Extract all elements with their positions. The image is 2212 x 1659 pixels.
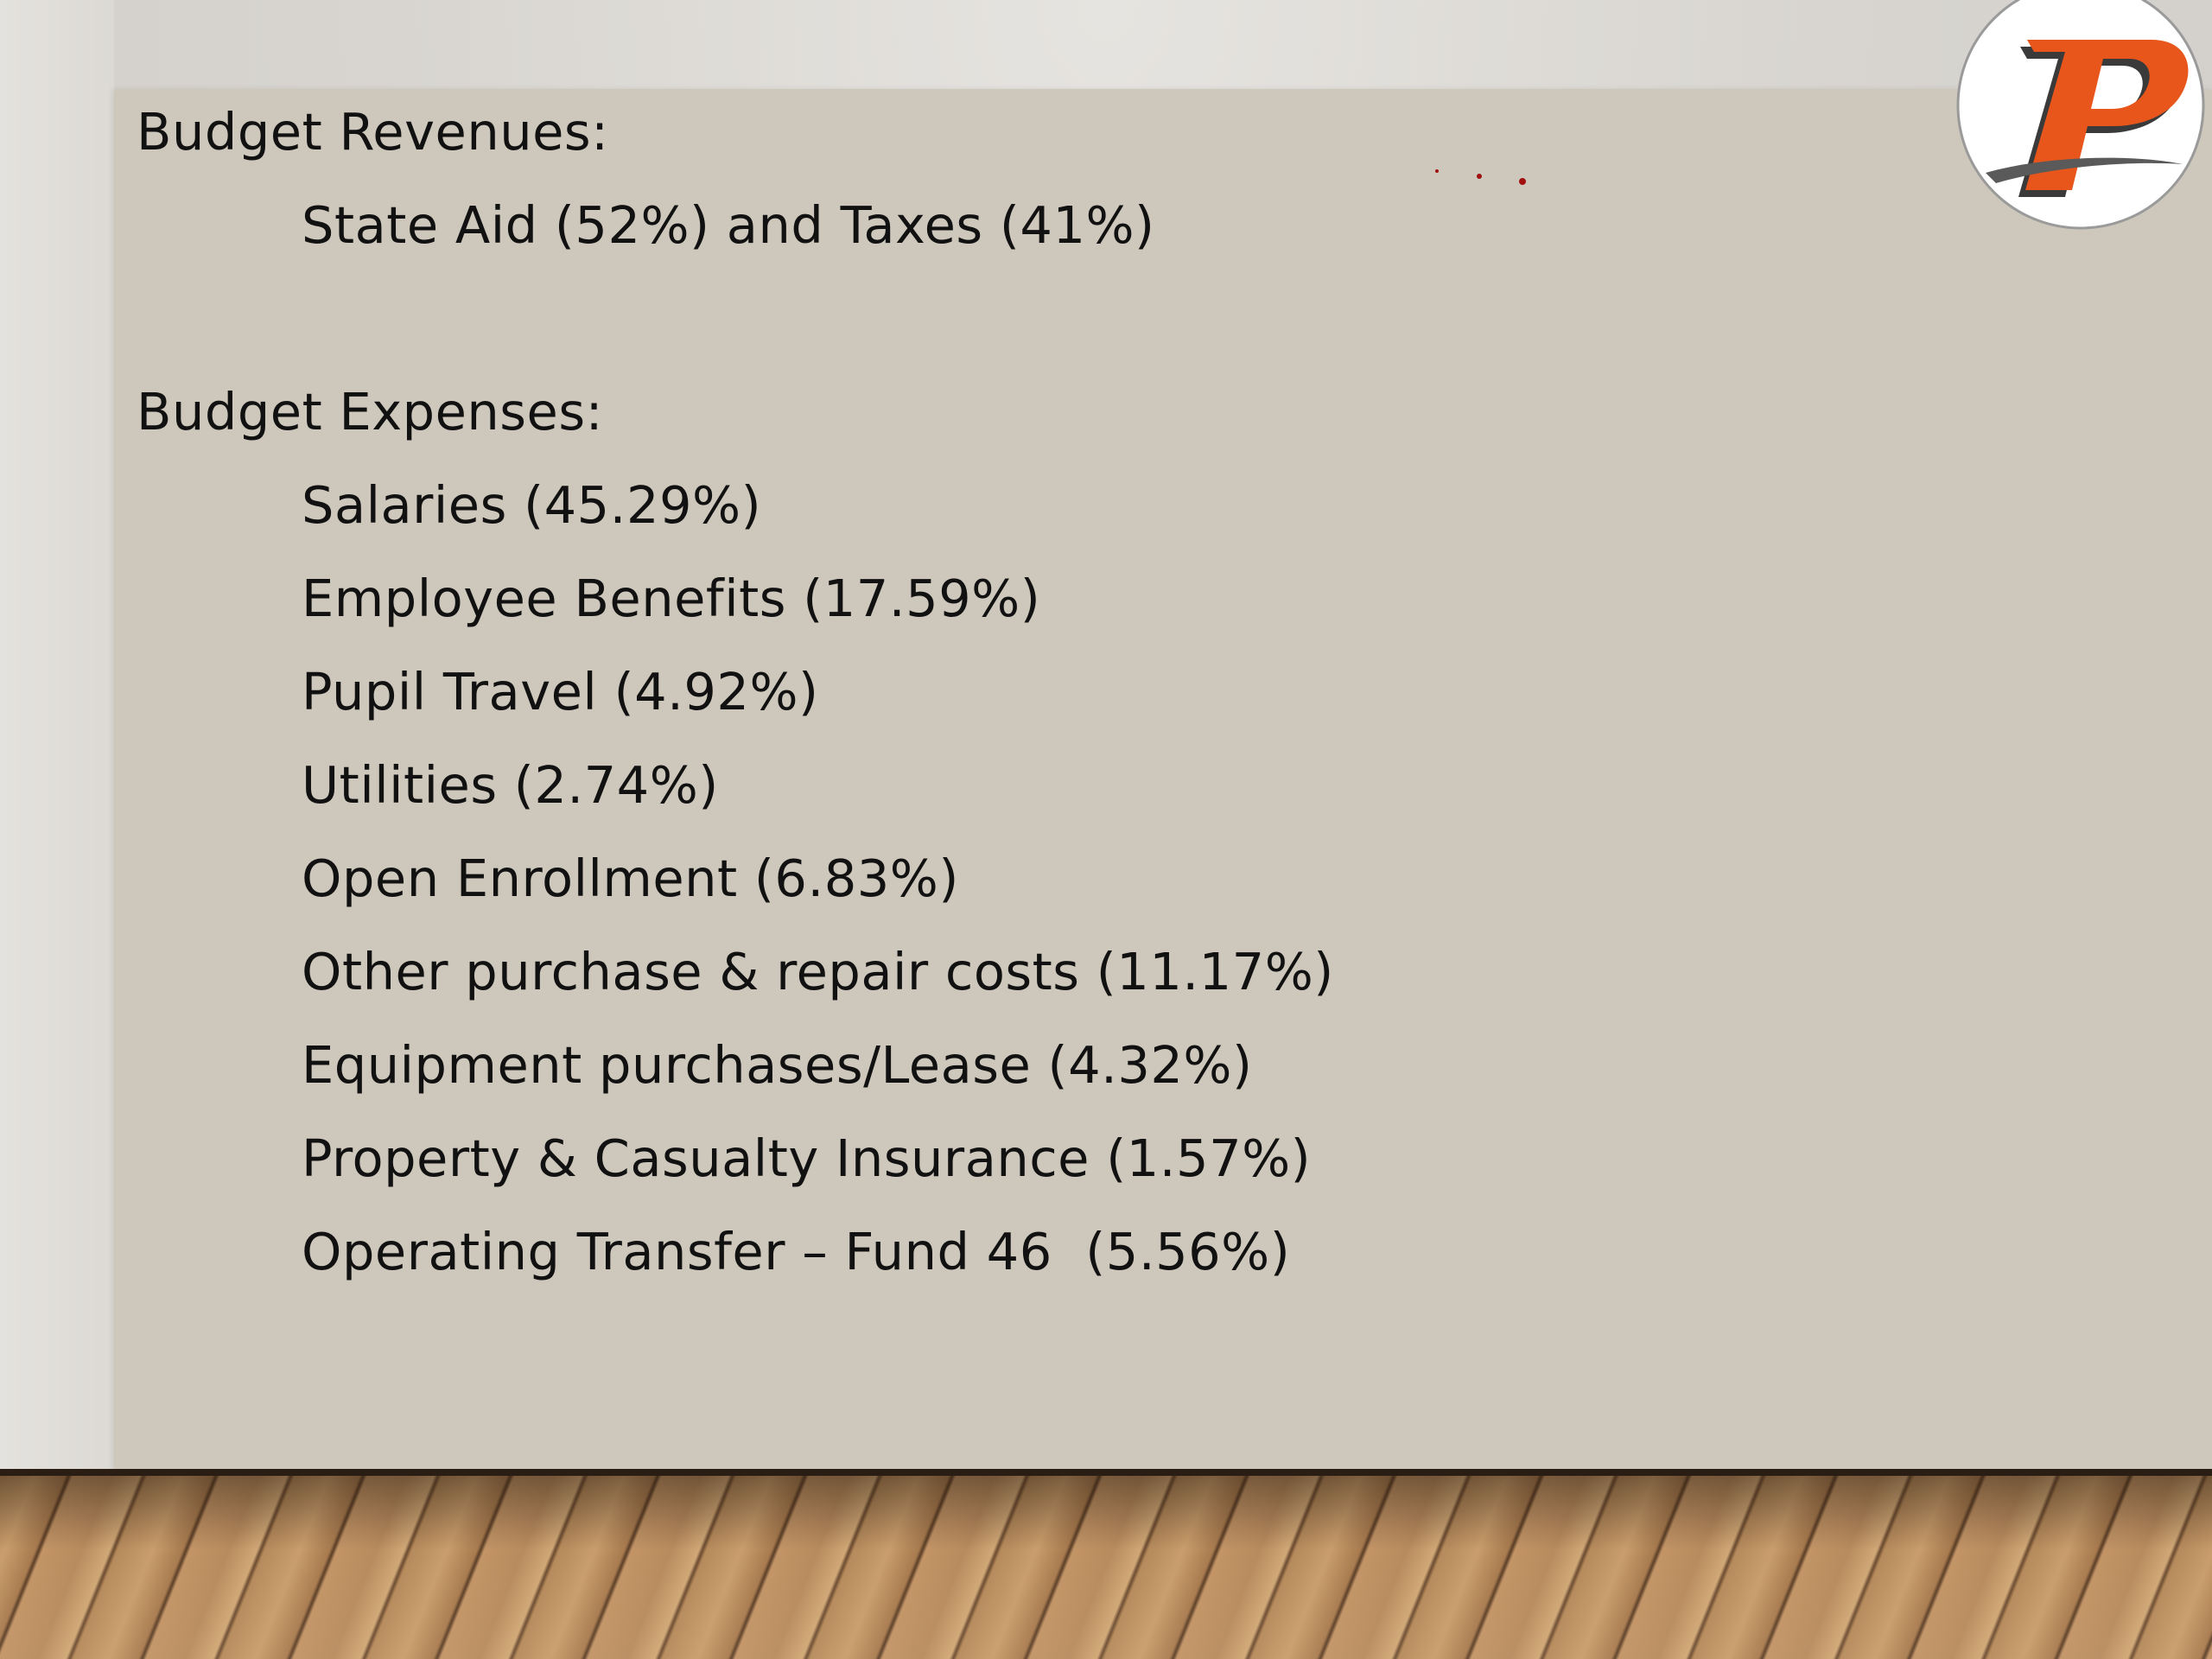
expense-item: Pupil Travel (4.92%) xyxy=(302,662,819,721)
expense-item: Equipment purchases/Lease (4.32%) xyxy=(302,1035,1253,1095)
expense-item: Utilities (2.74%) xyxy=(302,755,719,815)
expenses-heading: Budget Expenses: xyxy=(137,382,603,442)
expense-item: Operating Transfer – Fund 46 (5.56%) xyxy=(302,1222,1291,1281)
expense-item: Other purchase & repair costs (11.17%) xyxy=(302,942,1334,1001)
wood-floor xyxy=(0,1476,2212,1659)
revenues-line: State Aid (52%) and Taxes (41%) xyxy=(302,195,1155,255)
expense-item: Employee Benefits (17.59%) xyxy=(302,569,1041,628)
expense-item: Salaries (45.29%) xyxy=(302,475,762,535)
revenues-heading: Budget Revenues: xyxy=(137,102,609,162)
floor-edge xyxy=(0,1469,2212,1476)
content-panel xyxy=(114,89,2212,1471)
expense-item: Property & Casualty Insurance (1.57%) xyxy=(302,1128,1312,1188)
expense-item: Open Enrollment (6.83%) xyxy=(302,849,959,908)
letter-p-logo-icon xyxy=(1956,0,2205,230)
annotation-dots xyxy=(1435,169,1526,185)
background-wall-left xyxy=(0,0,114,1473)
floor-shade xyxy=(0,1476,2212,1659)
